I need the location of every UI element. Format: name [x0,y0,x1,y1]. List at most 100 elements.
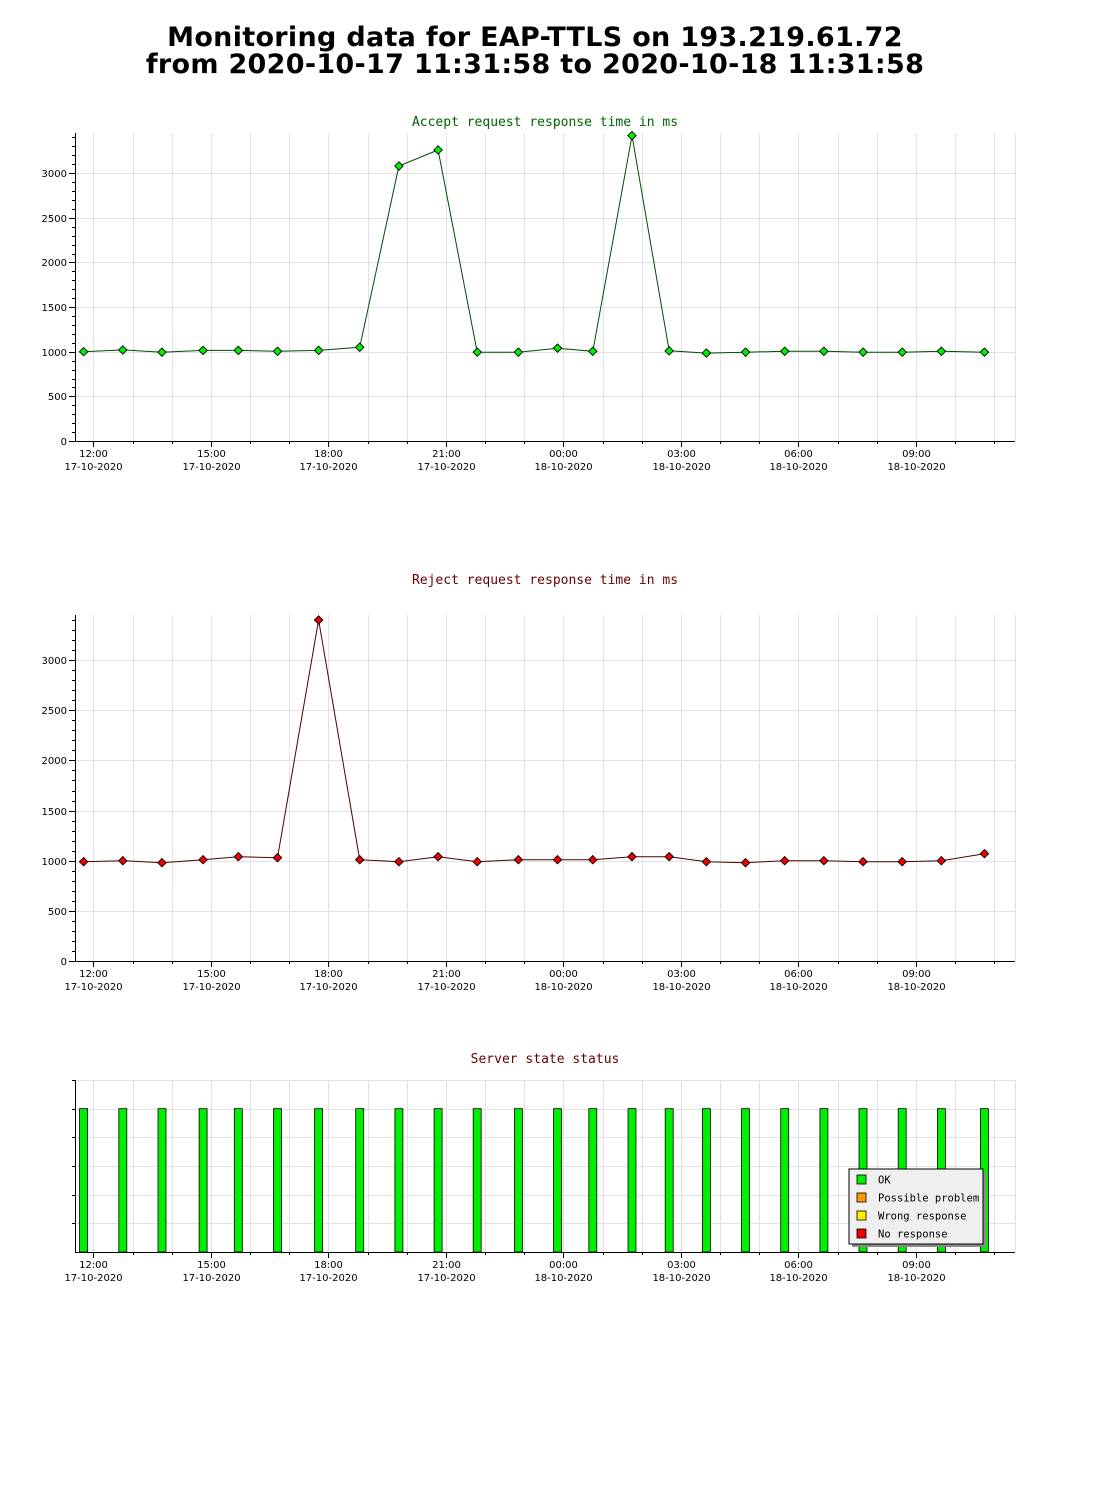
status-bar [394,1108,404,1253]
status-bar [433,1108,443,1253]
x-tick-time-label: 21:00 [432,969,461,980]
y-tick-label: 2000 [42,756,67,767]
data-point-marker [819,855,829,866]
accept-response-time-chart: Accept request response time in ms 0 500 10… [42,115,1016,473]
legend-swatch [856,1174,867,1185]
status-bar [780,1108,790,1253]
x-tick-time-label: 15:00 [197,969,226,980]
x-tick-date-label: 18-10-2020 [534,1273,592,1284]
page-title-line-2: from 2020-10-17 11:31:58 to 2020-10-18 1… [145,49,925,80]
x-tick-date-label: 17-10-2020 [299,462,357,473]
status-bar [741,1108,750,1253]
status-bar [588,1108,598,1253]
x-tick-time-label: 18:00 [314,969,343,980]
data-point-marker [701,856,712,867]
legend-swatch [856,1228,867,1239]
x-tick-time-label: 00:00 [549,969,578,980]
x-tick-date-label: 18-10-2020 [769,462,827,473]
status-bar [355,1108,365,1253]
x-tick-date-label: 18-10-2020 [534,462,592,473]
x-tick-time-label: 06:00 [784,969,813,980]
legend: OK Possible problem Wrong response No respo… [848,1168,984,1245]
x-tick-time-label: 12:00 [79,1260,108,1271]
x-tick-date-label: 17-10-2020 [182,462,240,473]
data-point-marker [433,851,443,862]
y-tick-label: 500 [48,907,67,918]
data-point-marker [701,348,712,358]
data-point-marker [272,346,283,357]
status-bar [157,1108,167,1253]
x-tick-time-label: 18:00 [314,449,343,460]
y-tick-label: 1500 [42,807,67,818]
chart-title: Accept request response time in ms [412,115,678,130]
x-tick-date-label: 17-10-2020 [299,1273,357,1284]
data-point-marker [78,346,89,357]
data-point-marker [354,342,365,353]
x-tick-time-label: 15:00 [197,449,226,460]
x-tick-time-label: 18:00 [314,1260,343,1271]
x-tick-time-label: 03:00 [667,1260,696,1271]
x-tick-time-label: 00:00 [549,1260,578,1271]
x-tick-time-label: 09:00 [902,449,931,460]
data-point-marker [858,856,868,867]
chart-title: Reject request response time in ms [412,573,678,588]
status-bar [314,1108,324,1253]
x-tick-date-label: 18-10-2020 [652,462,710,473]
data-point-marker [664,345,674,356]
x-tick-date-label: 18-10-2020 [652,982,710,993]
data-point-marker [78,856,89,867]
data-point-marker [233,345,244,356]
data-point-marker [354,854,365,865]
y-tick-label: 1000 [42,857,67,868]
data-point-marker [779,855,790,866]
x-tick-date-label: 17-10-2020 [299,982,357,993]
x-tick-time-label: 12:00 [79,969,108,980]
x-tick-date-label: 18-10-2020 [887,982,945,993]
status-bar [627,1108,637,1253]
data-point-marker [627,851,637,862]
x-tick-date-label: 17-10-2020 [64,462,122,473]
data-point-marker [627,130,637,141]
x-tick-time-label: 21:00 [432,449,461,460]
data-point-marker [587,346,598,357]
legend-label: Wrong response [878,1211,967,1223]
status-bar [514,1108,523,1253]
data-point-marker [513,347,524,358]
x-tick-time-label: 06:00 [784,1260,813,1271]
status-bar [79,1108,88,1253]
y-tick-label: 2500 [42,214,67,225]
data-point-marker [313,345,324,356]
data-point-marker [157,857,167,868]
x-tick-date-label: 17-10-2020 [182,982,240,993]
server-state-status-chart: Server state status 12:00 17-10-2020 15:00 1… [64,1052,1016,1284]
data-point-marker [819,346,829,357]
status-bar [702,1108,711,1253]
y-tick-label: 3000 [42,656,67,667]
status-bar [472,1108,482,1253]
x-tick-date-label: 17-10-2020 [64,982,122,993]
status-bar [553,1108,562,1253]
data-point-marker [779,346,790,357]
data-point-marker [587,854,598,865]
x-tick-time-label: 09:00 [902,969,931,980]
data-point-marker [198,345,208,356]
data-point-marker [936,346,947,357]
series-line [83,135,985,354]
legend-label: No response [878,1229,948,1241]
data-point-marker [513,854,524,865]
x-tick-time-label: 21:00 [432,1260,461,1271]
data-point-marker [936,855,947,866]
status-bar [118,1108,128,1253]
x-tick-date-label: 17-10-2020 [417,1273,475,1284]
y-tick-label: 3000 [42,169,67,180]
data-point-marker [858,347,868,358]
y-tick-label: 2500 [42,706,67,717]
data-point-marker [664,851,674,862]
x-tick-date-label: 18-10-2020 [887,462,945,473]
x-tick-date-label: 17-10-2020 [417,462,475,473]
x-tick-date-label: 18-10-2020 [769,1273,827,1284]
x-tick-time-label: 15:00 [197,1260,226,1271]
data-point-marker [117,855,128,866]
data-point-marker [394,161,404,171]
data-point-marker [552,854,563,865]
